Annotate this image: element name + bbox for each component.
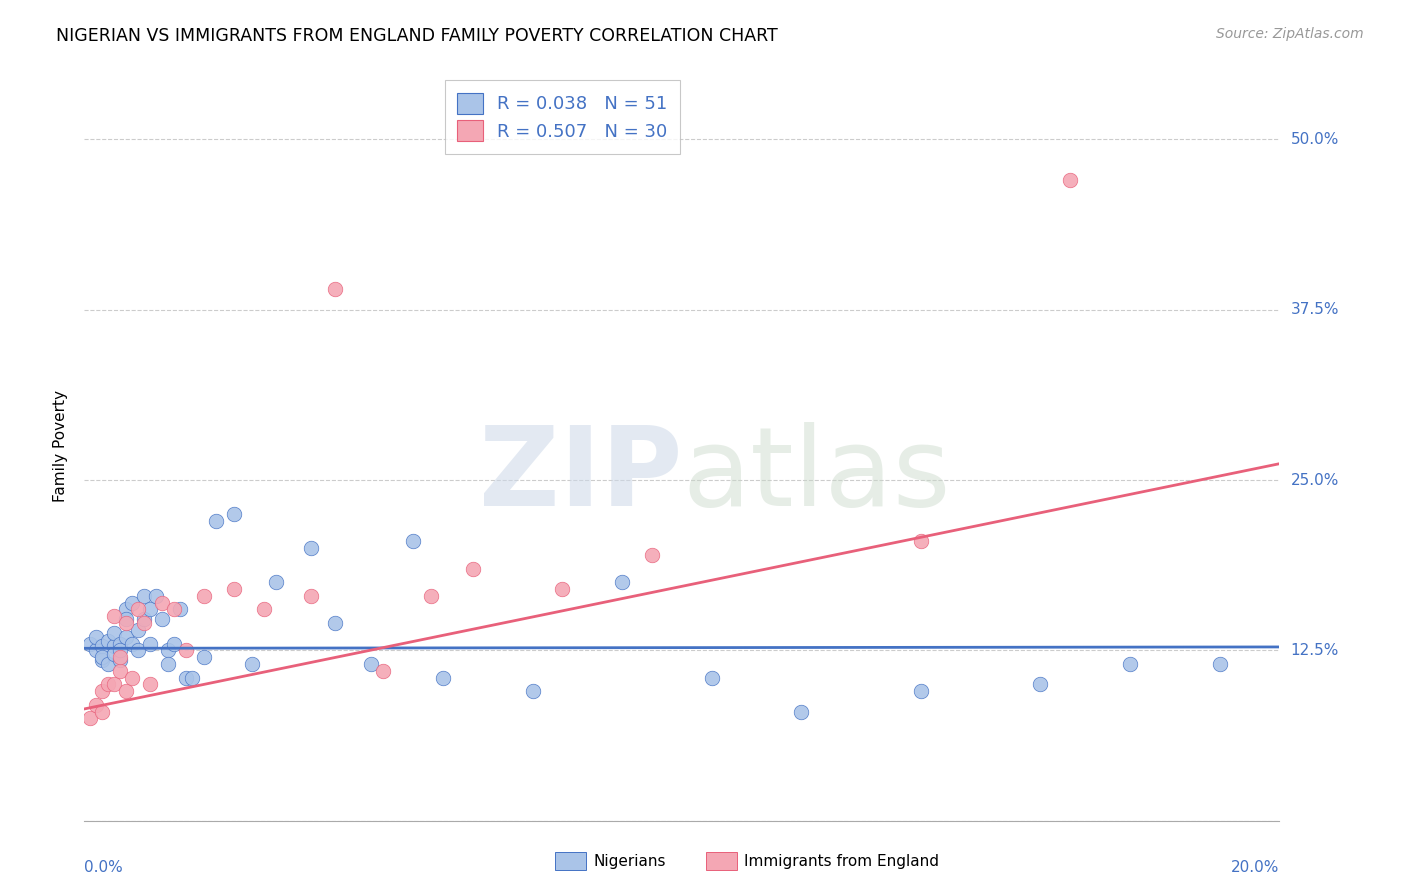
Point <box>115 684 138 698</box>
Point <box>127 602 149 616</box>
Point <box>264 575 287 590</box>
Point <box>79 711 101 725</box>
Point <box>97 657 120 671</box>
Point <box>97 633 120 648</box>
Point <box>910 684 932 698</box>
Point <box>301 589 323 603</box>
Point <box>174 671 197 685</box>
Text: 20.0%: 20.0% <box>1232 860 1279 874</box>
Point <box>110 664 132 678</box>
Text: atlas: atlas <box>682 423 950 530</box>
Point <box>551 582 574 596</box>
Point <box>181 671 204 685</box>
Point <box>91 705 114 719</box>
Point <box>420 589 443 603</box>
Point <box>91 640 114 654</box>
Point <box>522 684 544 698</box>
Point <box>174 643 197 657</box>
Legend: R = 0.038   N = 51, R = 0.507   N = 30: R = 0.038 N = 51, R = 0.507 N = 30 <box>444 80 681 153</box>
Point <box>910 534 932 549</box>
Point <box>103 677 125 691</box>
Point <box>139 677 162 691</box>
Point <box>163 602 186 616</box>
Point <box>222 582 245 596</box>
Point <box>127 623 149 637</box>
Point <box>132 616 156 631</box>
Point <box>1119 657 1142 671</box>
Point <box>86 630 108 644</box>
Point <box>193 589 215 603</box>
Point <box>150 612 173 626</box>
Point <box>110 653 132 667</box>
Point <box>115 630 138 644</box>
Point <box>132 612 156 626</box>
Point <box>91 653 114 667</box>
Point <box>103 609 125 624</box>
Point <box>157 643 180 657</box>
Point <box>163 636 186 650</box>
Point <box>1059 173 1081 187</box>
Point <box>157 657 180 671</box>
Point <box>115 616 138 631</box>
Point <box>139 602 162 616</box>
Point <box>402 534 425 549</box>
Point <box>205 514 228 528</box>
Point <box>222 507 245 521</box>
Point <box>790 705 813 719</box>
Point <box>127 643 149 657</box>
Point <box>461 561 484 575</box>
Point <box>169 602 191 616</box>
Point <box>360 657 382 671</box>
Point <box>91 684 114 698</box>
Point <box>1209 657 1232 671</box>
Y-axis label: Family Poverty: Family Poverty <box>53 390 69 502</box>
Text: 12.5%: 12.5% <box>1291 643 1339 657</box>
Point <box>121 671 143 685</box>
Point <box>193 650 215 665</box>
Point <box>132 589 156 603</box>
Point <box>325 616 347 631</box>
Point <box>121 636 143 650</box>
Point <box>86 643 108 657</box>
Point <box>253 602 276 616</box>
Point <box>115 612 138 626</box>
Point <box>86 698 108 712</box>
Text: ZIP: ZIP <box>478 423 682 530</box>
Point <box>121 596 143 610</box>
Text: 25.0%: 25.0% <box>1291 473 1339 488</box>
Text: 0.0%: 0.0% <box>84 860 124 874</box>
Point <box>700 671 723 685</box>
Point <box>110 636 132 650</box>
Text: 50.0%: 50.0% <box>1291 132 1339 147</box>
Point <box>1029 677 1052 691</box>
Point <box>103 648 125 662</box>
Point <box>79 636 101 650</box>
Text: Source: ZipAtlas.com: Source: ZipAtlas.com <box>1216 27 1364 41</box>
Point <box>110 650 132 665</box>
Text: Nigerians: Nigerians <box>593 855 666 869</box>
Point <box>612 575 634 590</box>
Point <box>110 643 132 657</box>
Point <box>97 677 120 691</box>
Point <box>91 650 114 665</box>
Point <box>325 282 347 296</box>
Text: NIGERIAN VS IMMIGRANTS FROM ENGLAND FAMILY POVERTY CORRELATION CHART: NIGERIAN VS IMMIGRANTS FROM ENGLAND FAMI… <box>56 27 778 45</box>
Text: Immigrants from England: Immigrants from England <box>744 855 939 869</box>
Point <box>115 602 138 616</box>
Point <box>373 664 395 678</box>
Point <box>103 640 125 654</box>
Text: 37.5%: 37.5% <box>1291 302 1339 318</box>
Point <box>301 541 323 556</box>
Point <box>139 636 162 650</box>
Point <box>150 596 173 610</box>
Point <box>145 589 167 603</box>
Point <box>641 548 664 562</box>
Point <box>240 657 263 671</box>
Point <box>103 625 125 640</box>
Point <box>432 671 454 685</box>
